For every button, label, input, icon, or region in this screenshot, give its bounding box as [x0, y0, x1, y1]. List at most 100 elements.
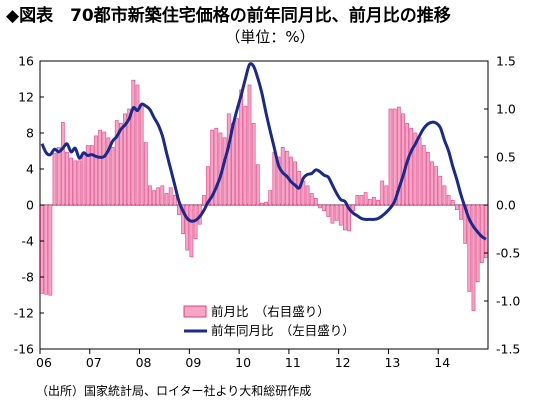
left-tick-label: -4 [22, 234, 35, 249]
bar-51 [251, 123, 256, 206]
bar-29 [160, 185, 165, 206]
bar-2 [48, 204, 53, 296]
x-tick-label: 14 [434, 355, 450, 370]
bar-1 [44, 204, 49, 295]
bar-10 [81, 151, 86, 206]
legend-label-bar: 前月比 （右目盛り） [211, 304, 330, 319]
bar-34 [181, 204, 185, 235]
right-tick-label: -1.5 [496, 342, 520, 357]
bar-14 [98, 129, 103, 206]
bar-7 [69, 157, 73, 206]
bar-95 [434, 166, 439, 206]
left-tick-label: 12 [18, 90, 34, 105]
bar-22 [131, 79, 136, 206]
yoy-line [40, 62, 487, 241]
bar-77 [359, 195, 364, 206]
bar-35 [185, 204, 190, 251]
bar-55 [268, 190, 273, 206]
bar-80 [372, 197, 376, 206]
bar-87 [401, 113, 405, 206]
bar-107 [484, 204, 488, 259]
bar-41 [210, 129, 215, 206]
bar-31 [168, 187, 173, 206]
bar-24 [139, 103, 144, 206]
bar-67 [318, 204, 322, 209]
x-tick-label: 07 [86, 355, 102, 370]
bar-20 [123, 113, 127, 206]
bar-104 [471, 204, 476, 311]
bar-52 [255, 164, 260, 206]
bar-8 [73, 160, 78, 206]
bar-30 [164, 193, 169, 206]
bar-45 [226, 113, 231, 206]
bar-32 [172, 195, 177, 206]
bar-99 [450, 199, 455, 206]
source-note: （出所）国家統計局、ロイター社より大和総研作成 [36, 383, 311, 398]
bar-101 [459, 204, 463, 220]
bar-18 [114, 120, 119, 206]
bar-48 [239, 89, 244, 206]
bar-83 [384, 185, 389, 206]
bar-17 [110, 147, 115, 206]
bar-56 [272, 151, 277, 206]
x-tick-label: 08 [136, 355, 152, 370]
bar-28 [156, 187, 161, 206]
bar-85 [392, 108, 397, 206]
bar-36 [189, 204, 194, 258]
x-tick-label: 09 [185, 355, 201, 370]
bar-70 [330, 204, 335, 224]
bar-57 [276, 156, 281, 206]
right-tick-label: 0.5 [496, 150, 516, 165]
left-tick-label: -16 [14, 342, 34, 357]
bar-39 [201, 195, 206, 206]
bar-4 [56, 147, 61, 206]
bar-72 [338, 204, 343, 226]
bar-100 [455, 204, 459, 211]
right-tick-label: -1.0 [496, 294, 520, 309]
right-axis: 1.5 1.0 0.5 0.0 -0.5 -1.0 -1.5 [496, 54, 520, 357]
bar-12 [89, 145, 94, 206]
x-tick-label: 10 [235, 355, 251, 370]
right-tick-label: 1.5 [496, 54, 516, 69]
x-tick-label: 13 [384, 355, 400, 370]
bar-105 [475, 204, 480, 283]
bar-78 [363, 192, 368, 206]
bar-65 [309, 193, 314, 206]
bar-26 [148, 185, 152, 206]
bar-79 [367, 198, 372, 206]
right-tick-label: -0.5 [496, 246, 520, 261]
left-tick-label: 8 [26, 126, 34, 141]
bar-76 [355, 195, 360, 206]
bar-64 [305, 185, 310, 206]
left-tick-label: 16 [18, 54, 34, 69]
chart-subtitle: （単位：%） [225, 28, 314, 46]
axis-ticks [39, 60, 488, 354]
bar-98 [446, 195, 451, 206]
bar-68 [322, 204, 327, 212]
bar-21 [127, 108, 132, 206]
left-tick-label: -12 [14, 306, 34, 321]
bar-series [40, 79, 488, 311]
bar-94 [430, 161, 434, 206]
legend-label-line: 前年同月比 （左目盛り） [211, 323, 355, 338]
bar-27 [152, 190, 156, 206]
left-tick-label: -8 [22, 270, 35, 285]
bar-84 [388, 108, 393, 206]
bar-6 [65, 151, 69, 206]
chart-title: ◆図表 70都市新築住宅価格の前年同月比、前月比の推移 [6, 5, 451, 26]
bar-89 [409, 127, 414, 206]
bar-90 [413, 132, 418, 206]
right-tick-label: 0.0 [496, 198, 516, 213]
x-tick-label: 11 [285, 355, 301, 370]
bar-19 [119, 123, 123, 206]
bar-74 [347, 204, 351, 232]
line-series [40, 62, 487, 241]
left-axis: 16 12 8 4 0 -4 -8 -12 -16 [14, 54, 34, 357]
bar-92 [421, 145, 426, 206]
x-tick-label: 06 [36, 355, 52, 370]
bar-53 [260, 202, 264, 206]
bar-96 [438, 175, 443, 206]
bar-50 [247, 84, 252, 206]
left-tick-label: 4 [26, 162, 34, 177]
